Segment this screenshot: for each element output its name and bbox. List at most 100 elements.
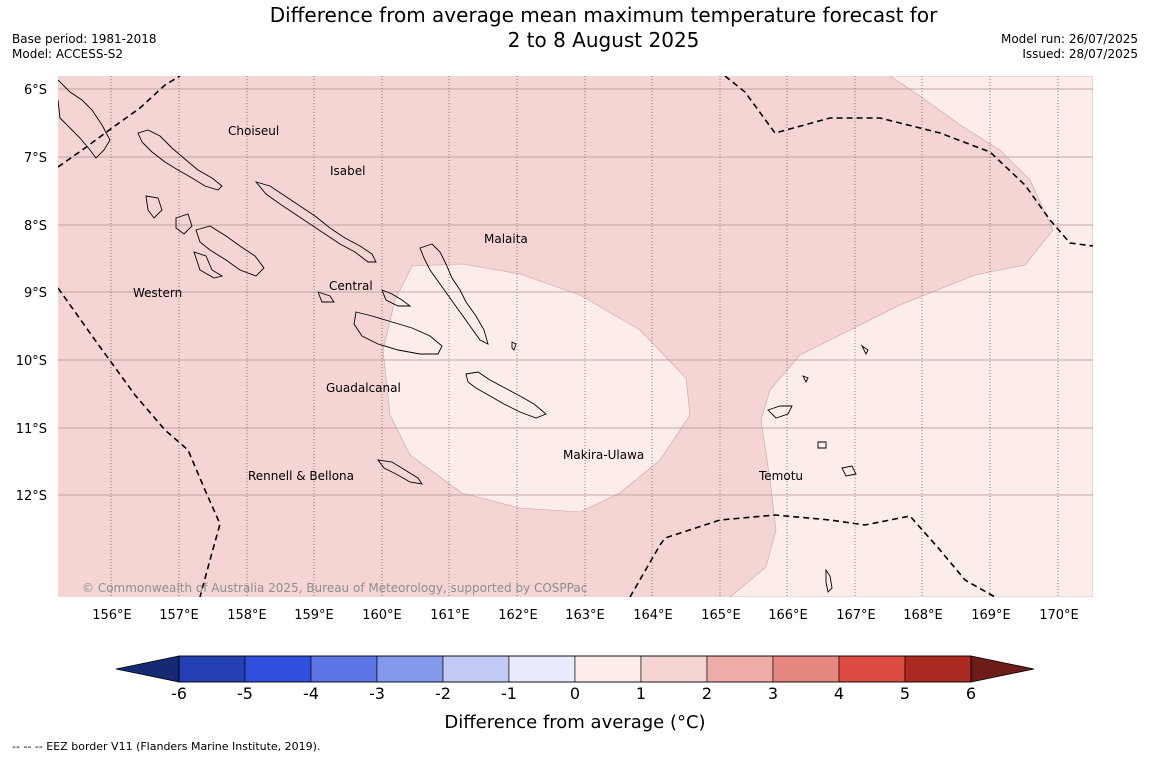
island-new-georgia — [175, 213, 193, 235]
lon-label: 170°E — [1039, 608, 1079, 623]
anomaly-band-0-1-east — [729, 76, 1093, 597]
lat-label: 7°S — [24, 151, 47, 166]
lat-label: 9°S — [24, 286, 47, 301]
island-rendova — [193, 251, 224, 279]
map-title: Difference from average mean maximum tem… — [0, 3, 1150, 53]
island-duff — [860, 344, 869, 356]
colorbar-tick-label: 1 — [636, 684, 646, 703]
colorbar-label: Difference from average (°C) — [444, 712, 705, 733]
model-run: Model run: 26/07/2025 — [1000, 32, 1138, 46]
colorbar-band — [772, 655, 840, 683]
label-rennell-bellona: Rennell & Bellona — [248, 469, 354, 483]
eez-borders — [58, 76, 1093, 597]
lon-label: 165°E — [701, 608, 741, 623]
province-labels: Choiseul Isabel Malaita Western Central … — [133, 124, 803, 483]
lon-label: 167°E — [836, 608, 876, 623]
title-line-1: Difference from average mean maximum tem… — [269, 3, 938, 27]
colorbar-tick-label: 0 — [570, 684, 580, 703]
colorbar-tick-label: 2 — [702, 684, 712, 703]
model-info: Base period: 1981-2018 Model: ACCESS-S2 — [12, 32, 157, 62]
island-vella — [145, 195, 163, 219]
island-vanikoro — [817, 441, 827, 449]
colorbar-extend-high — [970, 655, 1035, 683]
lon-label: 160°E — [362, 608, 402, 623]
lat-label: 11°S — [16, 422, 47, 437]
colorbar-extend-low — [115, 655, 180, 683]
colorbar-ticks: -6 -5 -4 -3 -2 -1 0 1 2 3 4 5 6 — [171, 684, 976, 703]
lat-label: 12°S — [16, 489, 47, 504]
colorbar-band — [574, 655, 642, 683]
label-western: Western — [133, 286, 182, 300]
colorbar-tick-label: 6 — [966, 684, 976, 703]
island-guadalcanal — [353, 311, 443, 355]
island-reef — [802, 375, 809, 384]
island-utupua — [841, 465, 857, 477]
label-guadalcanal: Guadalcanal — [326, 381, 401, 395]
label-central: Central — [329, 279, 373, 293]
base-period: Base period: 1981-2018 — [12, 32, 157, 46]
colorbar-band — [442, 655, 510, 683]
colorbar-tick-label: -2 — [435, 684, 451, 703]
lon-label: 159°E — [294, 608, 334, 623]
colorbar-tick-label: -4 — [303, 684, 319, 703]
label-temotu: Temotu — [758, 469, 803, 483]
label-makira-ulawa: Makira-Ulawa — [563, 448, 644, 462]
colorbar-tick-label: -6 — [171, 684, 187, 703]
lon-label: 156°E — [92, 608, 132, 623]
issued-date: Issued: 28/07/2025 — [1022, 47, 1138, 61]
lon-label: 166°E — [768, 608, 808, 623]
island-torres — [825, 568, 833, 593]
lon-label: 158°E — [227, 608, 267, 623]
island-choiseul — [137, 129, 223, 191]
colorbar-band — [178, 655, 246, 683]
lat-label: 8°S — [24, 219, 47, 234]
colorbar-bands — [178, 655, 972, 683]
island-ulawa — [511, 341, 517, 351]
colorbar-band — [838, 655, 906, 683]
title-line-2: 2 to 8 August 2025 — [507, 28, 700, 52]
lon-label: 162°E — [498, 608, 538, 623]
lon-label: 164°E — [633, 608, 673, 623]
copyright-notice: © Commonwealth of Australia 2025, Bureau… — [82, 581, 587, 595]
lon-label: 169°E — [971, 608, 1011, 623]
model-name: Model: ACCESS-S2 — [12, 47, 124, 61]
colorbar-tick-label: 4 — [834, 684, 844, 703]
map-panel: Choiseul Isabel Malaita Western Central … — [58, 76, 1093, 597]
lat-label: 6°S — [24, 83, 47, 98]
colorbar-band — [508, 655, 576, 683]
colorbar-band — [640, 655, 708, 683]
colorbar: -6 -5 -4 -3 -2 -1 0 1 2 3 4 5 6 Difference from aver… — [115, 655, 1035, 733]
lon-label: 163°E — [565, 608, 605, 623]
island-makira — [465, 371, 547, 419]
lon-label: 161°E — [430, 608, 470, 623]
run-info: Model run: 26/07/2025 Issued: 28/07/2025 — [1001, 32, 1138, 62]
colorbar-band — [904, 655, 972, 683]
colorbar-frame — [178, 655, 972, 683]
label-malaita: Malaita — [484, 232, 528, 246]
label-choiseul: Choiseul — [228, 124, 279, 138]
colorbar-tick-label: -3 — [369, 684, 385, 703]
island-russell — [317, 291, 335, 303]
island-kolombangara — [195, 225, 265, 277]
latitude-gridlines — [58, 88, 1093, 496]
colorbar-tick-label: 5 — [900, 684, 910, 703]
label-isabel: Isabel — [330, 164, 365, 178]
lon-label: 168°E — [903, 608, 943, 623]
colorbar-band — [706, 655, 774, 683]
island-bougainville — [58, 79, 111, 159]
island-malaita — [419, 243, 489, 345]
island-florida — [381, 289, 412, 307]
coastlines — [58, 79, 869, 593]
island-isabel — [254, 181, 377, 263]
colorbar-tick-label: -1 — [501, 684, 517, 703]
lat-label: 10°S — [16, 354, 47, 369]
latitude-labels: 6°S 7°S 8°S 9°S 10°S 11°S 12°S — [16, 83, 47, 504]
anomaly-band-0-1-central — [382, 263, 691, 513]
colorbar-tick-label: -5 — [237, 684, 253, 703]
colorbar-tick-label: 3 — [768, 684, 778, 703]
colorbar-band — [376, 655, 444, 683]
lon-label: 157°E — [159, 608, 199, 623]
eez-footnote: -- -- -- EEZ border V11 (Flanders Marine… — [12, 740, 321, 753]
colorbar-band — [310, 655, 378, 683]
